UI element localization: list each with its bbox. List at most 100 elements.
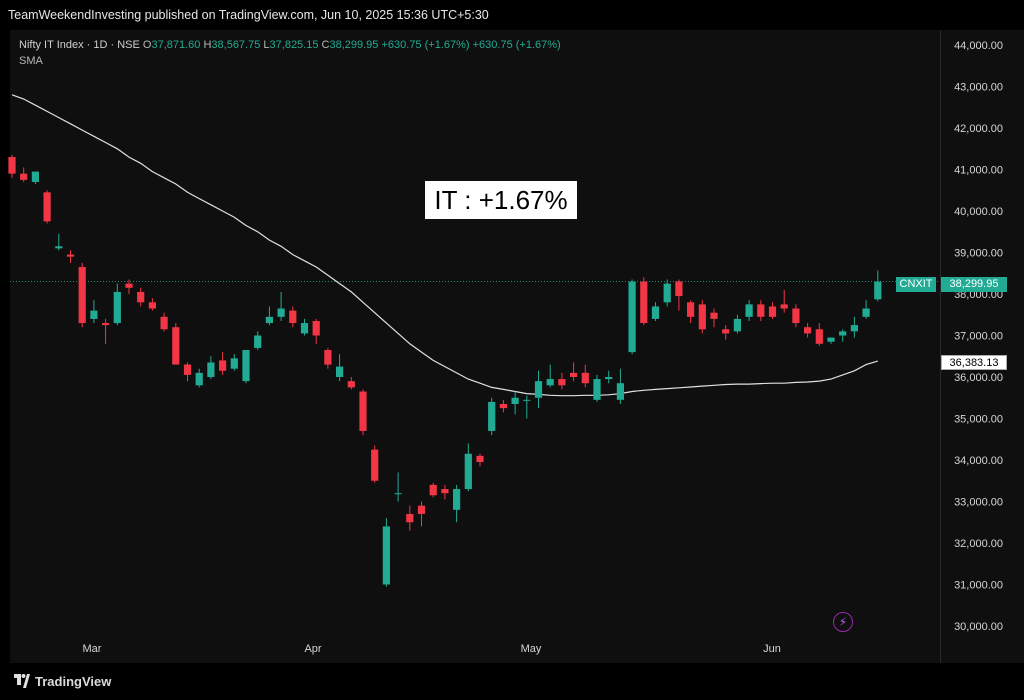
y-tick-label: 43,000.00 (954, 82, 1003, 94)
candle-body (441, 489, 449, 494)
left-border (0, 30, 10, 700)
price-axis[interactable] (940, 30, 1024, 663)
low-value: 37,825.15 (269, 39, 319, 51)
candle-body (347, 381, 355, 388)
candle-body (804, 327, 812, 334)
high-label: H (203, 39, 212, 51)
candle-body (265, 316, 273, 324)
candle-body (476, 455, 484, 463)
y-tick-label: 30,000.00 (954, 621, 1003, 633)
candle-body (336, 366, 344, 377)
y-tick-label: 41,000.00 (954, 165, 1003, 177)
candle-body (394, 493, 402, 495)
candle-body (733, 318, 741, 332)
candle-body (55, 246, 63, 249)
y-tick-label: 33,000.00 (954, 497, 1003, 509)
candle-body (371, 449, 379, 481)
candle-body (815, 329, 823, 344)
chart-pane[interactable] (10, 30, 940, 663)
candle-body (616, 383, 624, 400)
open-label: O (142, 39, 152, 51)
sma-indicator-label[interactable]: SMA (19, 55, 43, 67)
y-tick-label: 35,000.00 (954, 414, 1003, 426)
candle-body (8, 157, 16, 174)
y-tick-label: 34,000.00 (954, 455, 1003, 467)
lightning-icon[interactable]: ⚡ (833, 612, 853, 632)
candle-body (406, 513, 414, 523)
candle-body (78, 267, 86, 324)
candle-body (523, 399, 531, 401)
tradingview-brand[interactable]: TradingView (35, 674, 112, 689)
candle-body (546, 379, 554, 386)
published-info: TeamWeekendInvesting published on Tradin… (8, 8, 489, 22)
candle-body (242, 350, 250, 382)
y-tick-label: 40,000.00 (954, 206, 1003, 218)
candle-body (628, 281, 636, 353)
close-value: 38,299.95 (329, 39, 379, 51)
candle-body (31, 171, 39, 182)
y-tick-label: 42,000.00 (954, 123, 1003, 135)
candle-body (675, 281, 683, 297)
candle-body (429, 484, 437, 496)
candle-body (230, 358, 238, 369)
close-label: C (321, 39, 330, 51)
open-value: 37,871.60 (151, 39, 201, 51)
candle-body (277, 308, 285, 317)
candle-body (839, 331, 847, 336)
candle-body (850, 325, 858, 332)
y-tick-label: 44,000.00 (954, 40, 1003, 52)
candle-body (792, 308, 800, 324)
candle-body (113, 291, 121, 324)
candle-body (160, 316, 168, 330)
candle-body (827, 337, 835, 342)
x-tick-label: May (521, 643, 542, 655)
candle-body (359, 391, 367, 431)
candle-body (499, 403, 507, 409)
candle-body (102, 323, 110, 326)
y-tick-label: 37,000.00 (954, 331, 1003, 343)
candle-body (324, 350, 332, 365)
y-tick-label: 38,000.00 (954, 289, 1003, 301)
high-value: 38,567.75 (211, 39, 261, 51)
callout-label: IT : +1.67% (425, 181, 577, 219)
symbol-name[interactable]: Nifty IT Index · 1D · NSE (19, 39, 140, 51)
candle-body (289, 310, 297, 324)
candle-body (66, 254, 75, 257)
last-price-tag: 38,299.95 (941, 277, 1007, 292)
y-tick-label: 32,000.00 (954, 538, 1003, 550)
candle-body (663, 283, 671, 303)
candle-body (874, 281, 882, 300)
sma-line (11, 94, 878, 397)
tradingview-logo-icon[interactable] (14, 674, 30, 688)
y-tick-label: 39,000.00 (954, 248, 1003, 260)
candle-body (312, 320, 320, 336)
candle-body (20, 173, 28, 180)
sma-price-tag: 36,383.13 (941, 355, 1007, 370)
candle-body (745, 304, 753, 317)
candle-body (219, 360, 227, 371)
candle-body (558, 379, 566, 386)
candle-body (172, 327, 180, 365)
y-tick-label: 36,000.00 (954, 372, 1003, 384)
candle-body (183, 364, 192, 375)
symbol-legend[interactable]: Nifty IT Index · 1D · NSE O37,871.60 H38… (19, 39, 561, 51)
candle-body (651, 306, 660, 319)
candle-body (862, 308, 870, 317)
candle-body (488, 401, 496, 431)
candle-body (605, 377, 613, 380)
candle-body (768, 306, 777, 317)
candle-body (722, 329, 730, 334)
candle-body (382, 526, 390, 585)
footer-bar (0, 663, 1024, 700)
symbol-price-tag: CNXIT (896, 277, 936, 292)
candle-body (417, 505, 426, 514)
candle-body (300, 323, 309, 334)
candle-body (757, 304, 765, 317)
change-value-2: +630.75 (+1.67%) (472, 39, 561, 51)
candle-body (43, 192, 51, 222)
candle-body (710, 312, 718, 319)
candle-body (137, 291, 145, 303)
candle-body (464, 453, 472, 490)
candle-body (780, 304, 788, 309)
x-tick-label: Jun (763, 643, 781, 655)
